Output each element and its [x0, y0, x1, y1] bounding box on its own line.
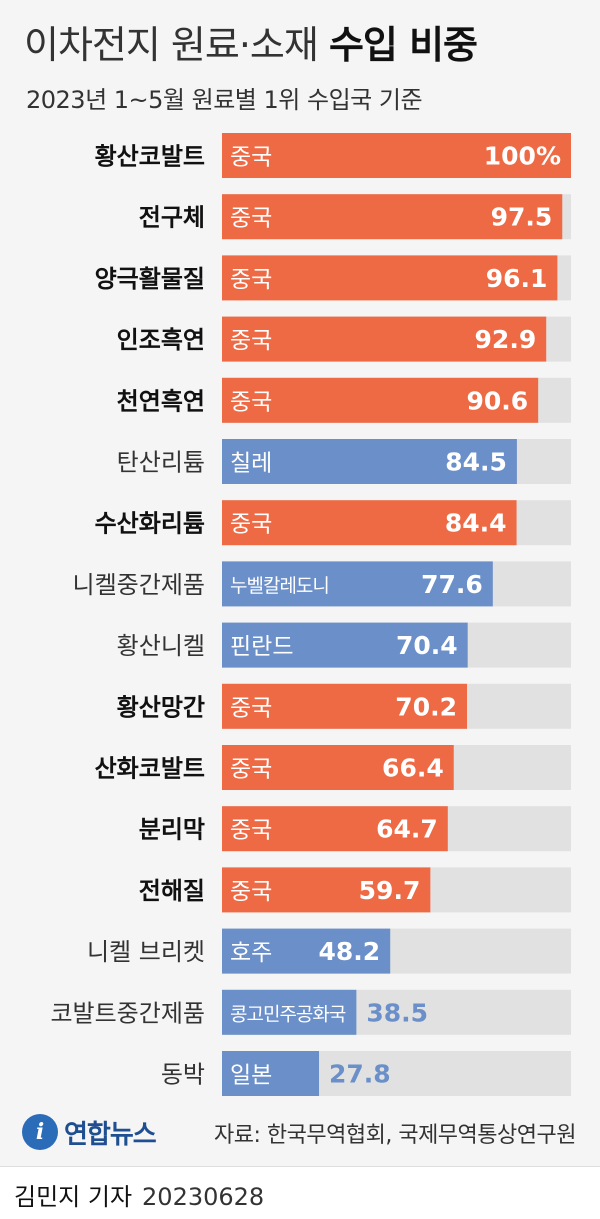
- value-label: 92.9: [475, 325, 537, 354]
- value-label: 84.5: [445, 448, 507, 477]
- value-label: 59.7: [359, 876, 421, 905]
- country-label: 중국: [230, 757, 272, 783]
- country-label: 중국: [230, 818, 272, 844]
- bar: [222, 1051, 320, 1096]
- country-label: 일본: [230, 1063, 272, 1089]
- bar: [222, 745, 454, 790]
- title-light: 이차전지 원료·소재: [24, 23, 319, 67]
- value-label: 38.5: [366, 998, 428, 1027]
- country-label: 중국: [230, 145, 272, 171]
- bar: [222, 500, 517, 546]
- country-label: 콩고민주공화국: [230, 1003, 346, 1025]
- country-label: 중국: [230, 695, 272, 721]
- yonhap-logo-icon: i: [22, 1114, 58, 1150]
- category-label: 수산화리튬: [95, 510, 205, 538]
- bar: [222, 683, 467, 729]
- category-label: 황산코발트: [95, 143, 205, 171]
- category-label: 전해질: [139, 877, 205, 905]
- value-label: 90.6: [467, 386, 529, 415]
- value-label: 84.4: [445, 509, 507, 538]
- logo-text: 연합뉴스: [64, 1119, 157, 1150]
- source-note: 자료: 한국무역협회, 국제무역통상연구원: [214, 1123, 576, 1148]
- value-label: 100%: [484, 142, 561, 171]
- country-label: 중국: [230, 328, 272, 354]
- title-bold: 수입 비중: [328, 23, 478, 67]
- category-label: 분리막: [139, 816, 205, 844]
- category-label: 인조흑연: [117, 326, 205, 354]
- value-label: 97.5: [491, 203, 553, 232]
- category-label: 양극활물질: [95, 265, 205, 293]
- bar: [222, 806, 448, 852]
- country-label: 누벨칼레도니: [230, 575, 329, 597]
- bar: [222, 194, 563, 240]
- country-label: 중국: [230, 512, 272, 538]
- category-label: 황산니켈: [117, 632, 205, 660]
- country-label: 중국: [230, 879, 272, 905]
- value-label: 64.7: [376, 815, 438, 844]
- category-label: 산화코발트: [95, 755, 205, 783]
- bar: [222, 622, 468, 668]
- bar: [222, 439, 517, 484]
- publish-date: 20230628: [142, 1183, 265, 1211]
- bar: [222, 928, 391, 974]
- bar: [222, 561, 493, 607]
- value-label: 70.4: [396, 631, 458, 660]
- category-label: 전구체: [139, 204, 205, 232]
- country-label: 중국: [230, 389, 272, 415]
- country-label: 핀란드: [230, 634, 293, 660]
- country-label: 호주: [230, 940, 272, 966]
- category-label: 니켈중간제품: [73, 571, 205, 599]
- category-label: 동박: [161, 1061, 205, 1089]
- value-label: 66.4: [382, 754, 444, 783]
- value-label: 70.2: [395, 692, 457, 721]
- category-label: 황산망간: [117, 693, 205, 721]
- chart-title: 이차전지 원료·소재 수입 비중: [24, 14, 478, 69]
- value-label: 48.2: [319, 937, 381, 966]
- bar: [222, 867, 431, 913]
- value-label: 77.6: [421, 570, 483, 599]
- value-label: 27.8: [329, 1060, 391, 1089]
- author-line: 김민지 기자 20230628: [14, 1177, 264, 1212]
- bar: [222, 377, 539, 423]
- author-name: 김민지 기자: [14, 1183, 133, 1211]
- country-label: 칠레: [230, 451, 272, 477]
- chart-subtitle: 2023년 1~5월 원료별 1위 수입국 기준: [26, 86, 423, 114]
- category-label: 천연흑연: [117, 387, 205, 415]
- category-label: 탄산리튬: [117, 449, 205, 477]
- bar: [222, 255, 558, 301]
- bar: [222, 989, 357, 1035]
- category-label: 니켈 브리켓: [87, 938, 205, 966]
- bar: [222, 133, 571, 178]
- category-label: 코발트중간제품: [50, 999, 205, 1027]
- bar: [222, 316, 547, 362]
- publisher-logo: i 연합뉴스: [22, 1110, 157, 1154]
- author-bar: 김민지 기자 20230628: [0, 1166, 600, 1219]
- country-label: 중국: [230, 267, 272, 293]
- country-label: 중국: [230, 206, 272, 232]
- value-label: 96.1: [486, 264, 548, 293]
